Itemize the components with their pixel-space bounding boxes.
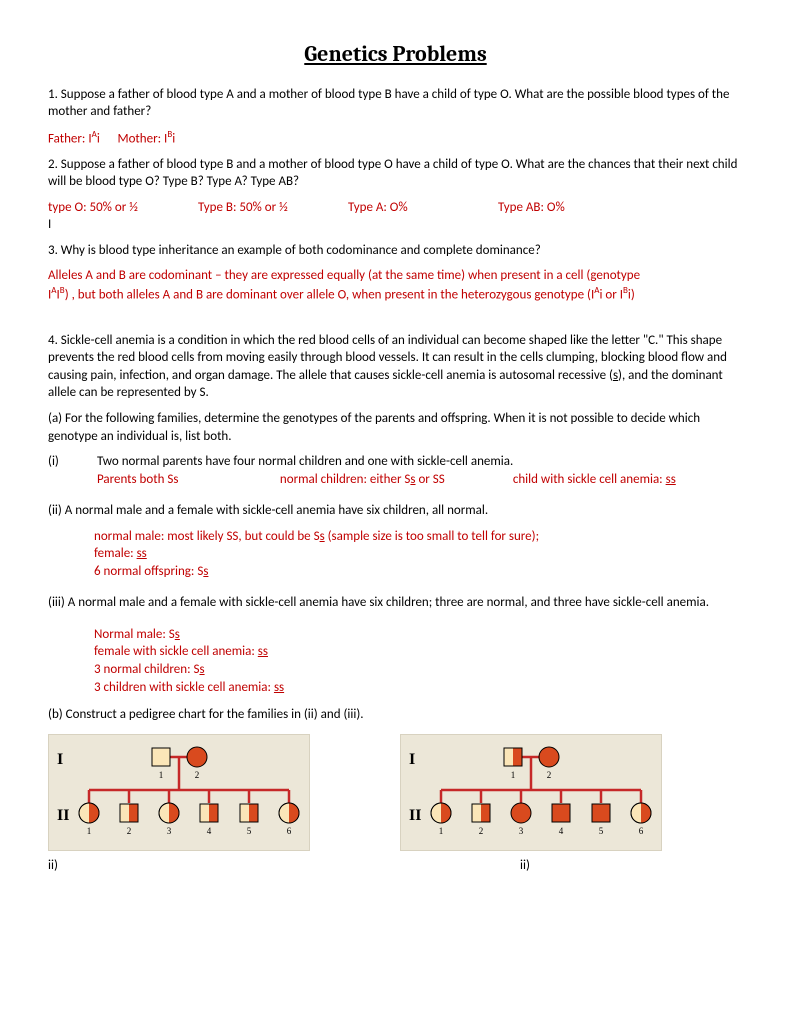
q4-i-ans2a: normal children: either S	[280, 472, 411, 487]
svg-text:2: 2	[547, 770, 552, 780]
q3-l2c: i or I	[599, 287, 623, 302]
pedigree-left-wrap: I II 1 2 1 2 3 4 5 6 ii)	[48, 734, 310, 875]
svg-text:6: 6	[639, 826, 644, 836]
pedigree-row: I II 1 2 1 2 3 4 5 6 ii) I II 1 2 1 2 3 4 5 6 ii)	[48, 734, 743, 875]
gen1-label-right: I	[409, 749, 415, 771]
q4-ii-ans3s: s	[203, 564, 208, 579]
ii-label-left: ii)	[48, 857, 310, 875]
q4-i-ans1: Parents both Ss	[97, 471, 277, 489]
q4-i-ans2b: or SS	[416, 472, 445, 487]
q2-answer-row: type O: 50% or ½ Type B: 50% or ½ Type A…	[48, 199, 743, 234]
q1-father: Father: I	[48, 131, 92, 146]
q4-i: (i) Two normal parents have four normal …	[48, 453, 743, 488]
q4-iii-text-inner: (iii) A normal male and a female with si…	[48, 594, 743, 612]
q4a-text: (a) For the following families, determin…	[48, 410, 743, 445]
q4-iii-ans2a: female with sickle cell anemia:	[94, 644, 258, 659]
q2-a4: Type AB: O%	[498, 199, 565, 217]
q2-a1: type O: 50% or ½	[48, 199, 198, 217]
q4-ii-ans2a: female:	[94, 546, 137, 561]
q4-ii-ans2s: ss	[137, 546, 147, 561]
q4-iii-ans3a: 3 normal children: S	[94, 662, 199, 677]
gen1-label-left: I	[57, 749, 63, 771]
q4-iii-ans1: Normal male: Ss	[94, 626, 743, 644]
q4-i-ans3: child with sickle cell anemia: ss	[513, 472, 676, 487]
q2-lone-i: I	[48, 216, 743, 234]
q4-iii-ans2: female with sickle cell anemia: ss	[94, 643, 743, 661]
ii-label-right: ii)	[520, 857, 662, 875]
q4-ii-text: (ii) A normal male and a female with sic…	[48, 502, 743, 520]
q1-mother-tail: i	[172, 131, 175, 146]
pedigree-right-wrap: I II 1 2 1 2 3 4 5 6 ii)	[400, 734, 662, 875]
q4b-text: (b) Construct a pedigree chart for the f…	[48, 706, 743, 724]
svg-text:1: 1	[439, 826, 444, 836]
q3-l1: Alleles A and B are codominant – they ar…	[48, 268, 640, 283]
q4-iii-text: (iii) A normal male and a female with si…	[48, 594, 743, 612]
q3-text: 3. Why is blood type inheritance an exam…	[48, 242, 743, 260]
q2-text: 2. Suppose a father of blood type B and …	[48, 156, 743, 191]
q4-i-ans3s: ss	[666, 472, 676, 487]
q4-iii-ans3: 3 normal children: Ss	[94, 661, 743, 679]
q4-ii-ans1a: normal male: most likely SS, but could b…	[94, 529, 320, 544]
q4-ii-ans1b: (sample size is too small to tell for su…	[325, 529, 539, 544]
q4-iii-ans1s: s	[175, 627, 180, 642]
q1-text: 1. Suppose a father of blood type A and …	[48, 86, 743, 121]
q4-iii-ans4s: ss	[274, 680, 284, 695]
q4-intro: 4. Sickle-cell anemia is a condition in …	[48, 332, 743, 402]
q4-iii-ans4: 3 children with sickle cell anemia: ss	[94, 679, 743, 697]
q4-iii-ans: Normal male: Ss female with sickle cell …	[94, 626, 743, 696]
q1-mother: Mother: I	[117, 131, 167, 146]
q4-ii-ans1: normal male: most likely SS, but could b…	[94, 528, 743, 546]
pedigree-right: I II 1 2 1 2 3 4 5 6	[400, 734, 662, 851]
q4-iii-ans3s: s	[199, 662, 204, 677]
q3-l2b: ) , but both alleles A and B are dominan…	[65, 287, 595, 302]
svg-text:3: 3	[167, 826, 172, 836]
q3-l2d: i)	[628, 287, 635, 302]
svg-text:1: 1	[87, 826, 92, 836]
q4-iii-ans1a: Normal male: S	[94, 627, 175, 642]
page-title: Genetics Problems	[48, 40, 743, 70]
q4-i-ans3a: child with sickle cell anemia:	[513, 472, 666, 487]
q1-father-tail: i	[97, 131, 100, 146]
q4-ii-ans: normal male: most likely SS, but could b…	[94, 528, 743, 581]
q4-i-label: (i)	[48, 453, 76, 471]
svg-text:2: 2	[127, 826, 132, 836]
q4-i-text: Two normal parents have four normal chil…	[97, 454, 513, 469]
q2-a2: Type B: 50% or ½	[198, 199, 348, 217]
q4-i-ans2: normal children: either Ss or SS	[280, 471, 510, 489]
svg-text:6: 6	[287, 826, 292, 836]
q1-answer: Father: IAi Mother: IBi	[48, 129, 743, 148]
q4-iii-ans2s: ss	[258, 644, 268, 659]
gen2-label-left: II	[57, 805, 69, 827]
svg-text:1: 1	[159, 770, 164, 780]
svg-text:2: 2	[479, 826, 484, 836]
q3-answer: Alleles A and B are codominant – they ar…	[48, 267, 743, 303]
q4-iii-ans4a: 3 children with sickle cell anemia:	[94, 680, 274, 695]
svg-text:4: 4	[207, 826, 212, 836]
pedigree-left: I II 1 2 1 2 3 4 5 6	[48, 734, 310, 851]
svg-text:5: 5	[247, 826, 252, 836]
svg-text:3: 3	[519, 826, 524, 836]
gen2-label-right: II	[409, 805, 421, 827]
q4-ii-ans2: female: ss	[94, 545, 743, 563]
q2-a3: Type A: O%	[348, 199, 498, 217]
svg-text:4: 4	[559, 826, 564, 836]
q4-ii-ans3: 6 normal offspring: Ss	[94, 563, 743, 581]
svg-text:5: 5	[599, 826, 604, 836]
svg-text:2: 2	[195, 770, 200, 780]
svg-text:1: 1	[511, 770, 516, 780]
q4-ii-ans3a: 6 normal offspring: S	[94, 564, 203, 579]
